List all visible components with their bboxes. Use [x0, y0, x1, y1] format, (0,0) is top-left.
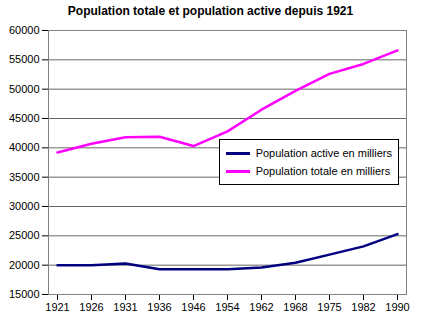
svg-text:20000: 20000 — [9, 259, 40, 271]
svg-text:1954: 1954 — [215, 301, 239, 313]
svg-text:40000: 40000 — [9, 141, 40, 153]
svg-text:55000: 55000 — [9, 53, 40, 65]
html-text:Population totale en milliers: Population totale en milliers — [255, 165, 391, 177]
html-text:Population active en milliers: Population active en milliers — [255, 147, 392, 159]
svg-text:15000: 15000 — [9, 288, 40, 300]
svg-text:1931: 1931 — [113, 301, 137, 313]
svg-text:1982: 1982 — [351, 301, 375, 313]
svg-text:30000: 30000 — [9, 200, 40, 212]
svg-text:1936: 1936 — [147, 301, 171, 313]
html-text:Population totale et populatio: Population totale et population active d… — [67, 4, 354, 18]
svg-text:1975: 1975 — [317, 301, 341, 313]
svg-text:1926: 1926 — [79, 301, 103, 313]
svg-text:35000: 35000 — [9, 171, 40, 183]
svg-text:1921: 1921 — [45, 301, 69, 313]
svg-text:1990: 1990 — [385, 301, 409, 313]
svg-text:1968: 1968 — [283, 301, 307, 313]
svg-text:45000: 45000 — [9, 112, 40, 124]
svg-text:1962: 1962 — [249, 301, 273, 313]
svg-text:25000: 25000 — [9, 229, 40, 241]
svg-text:50000: 50000 — [9, 83, 40, 95]
svg-text:60000: 60000 — [9, 24, 40, 36]
svg-text:1946: 1946 — [181, 301, 205, 313]
